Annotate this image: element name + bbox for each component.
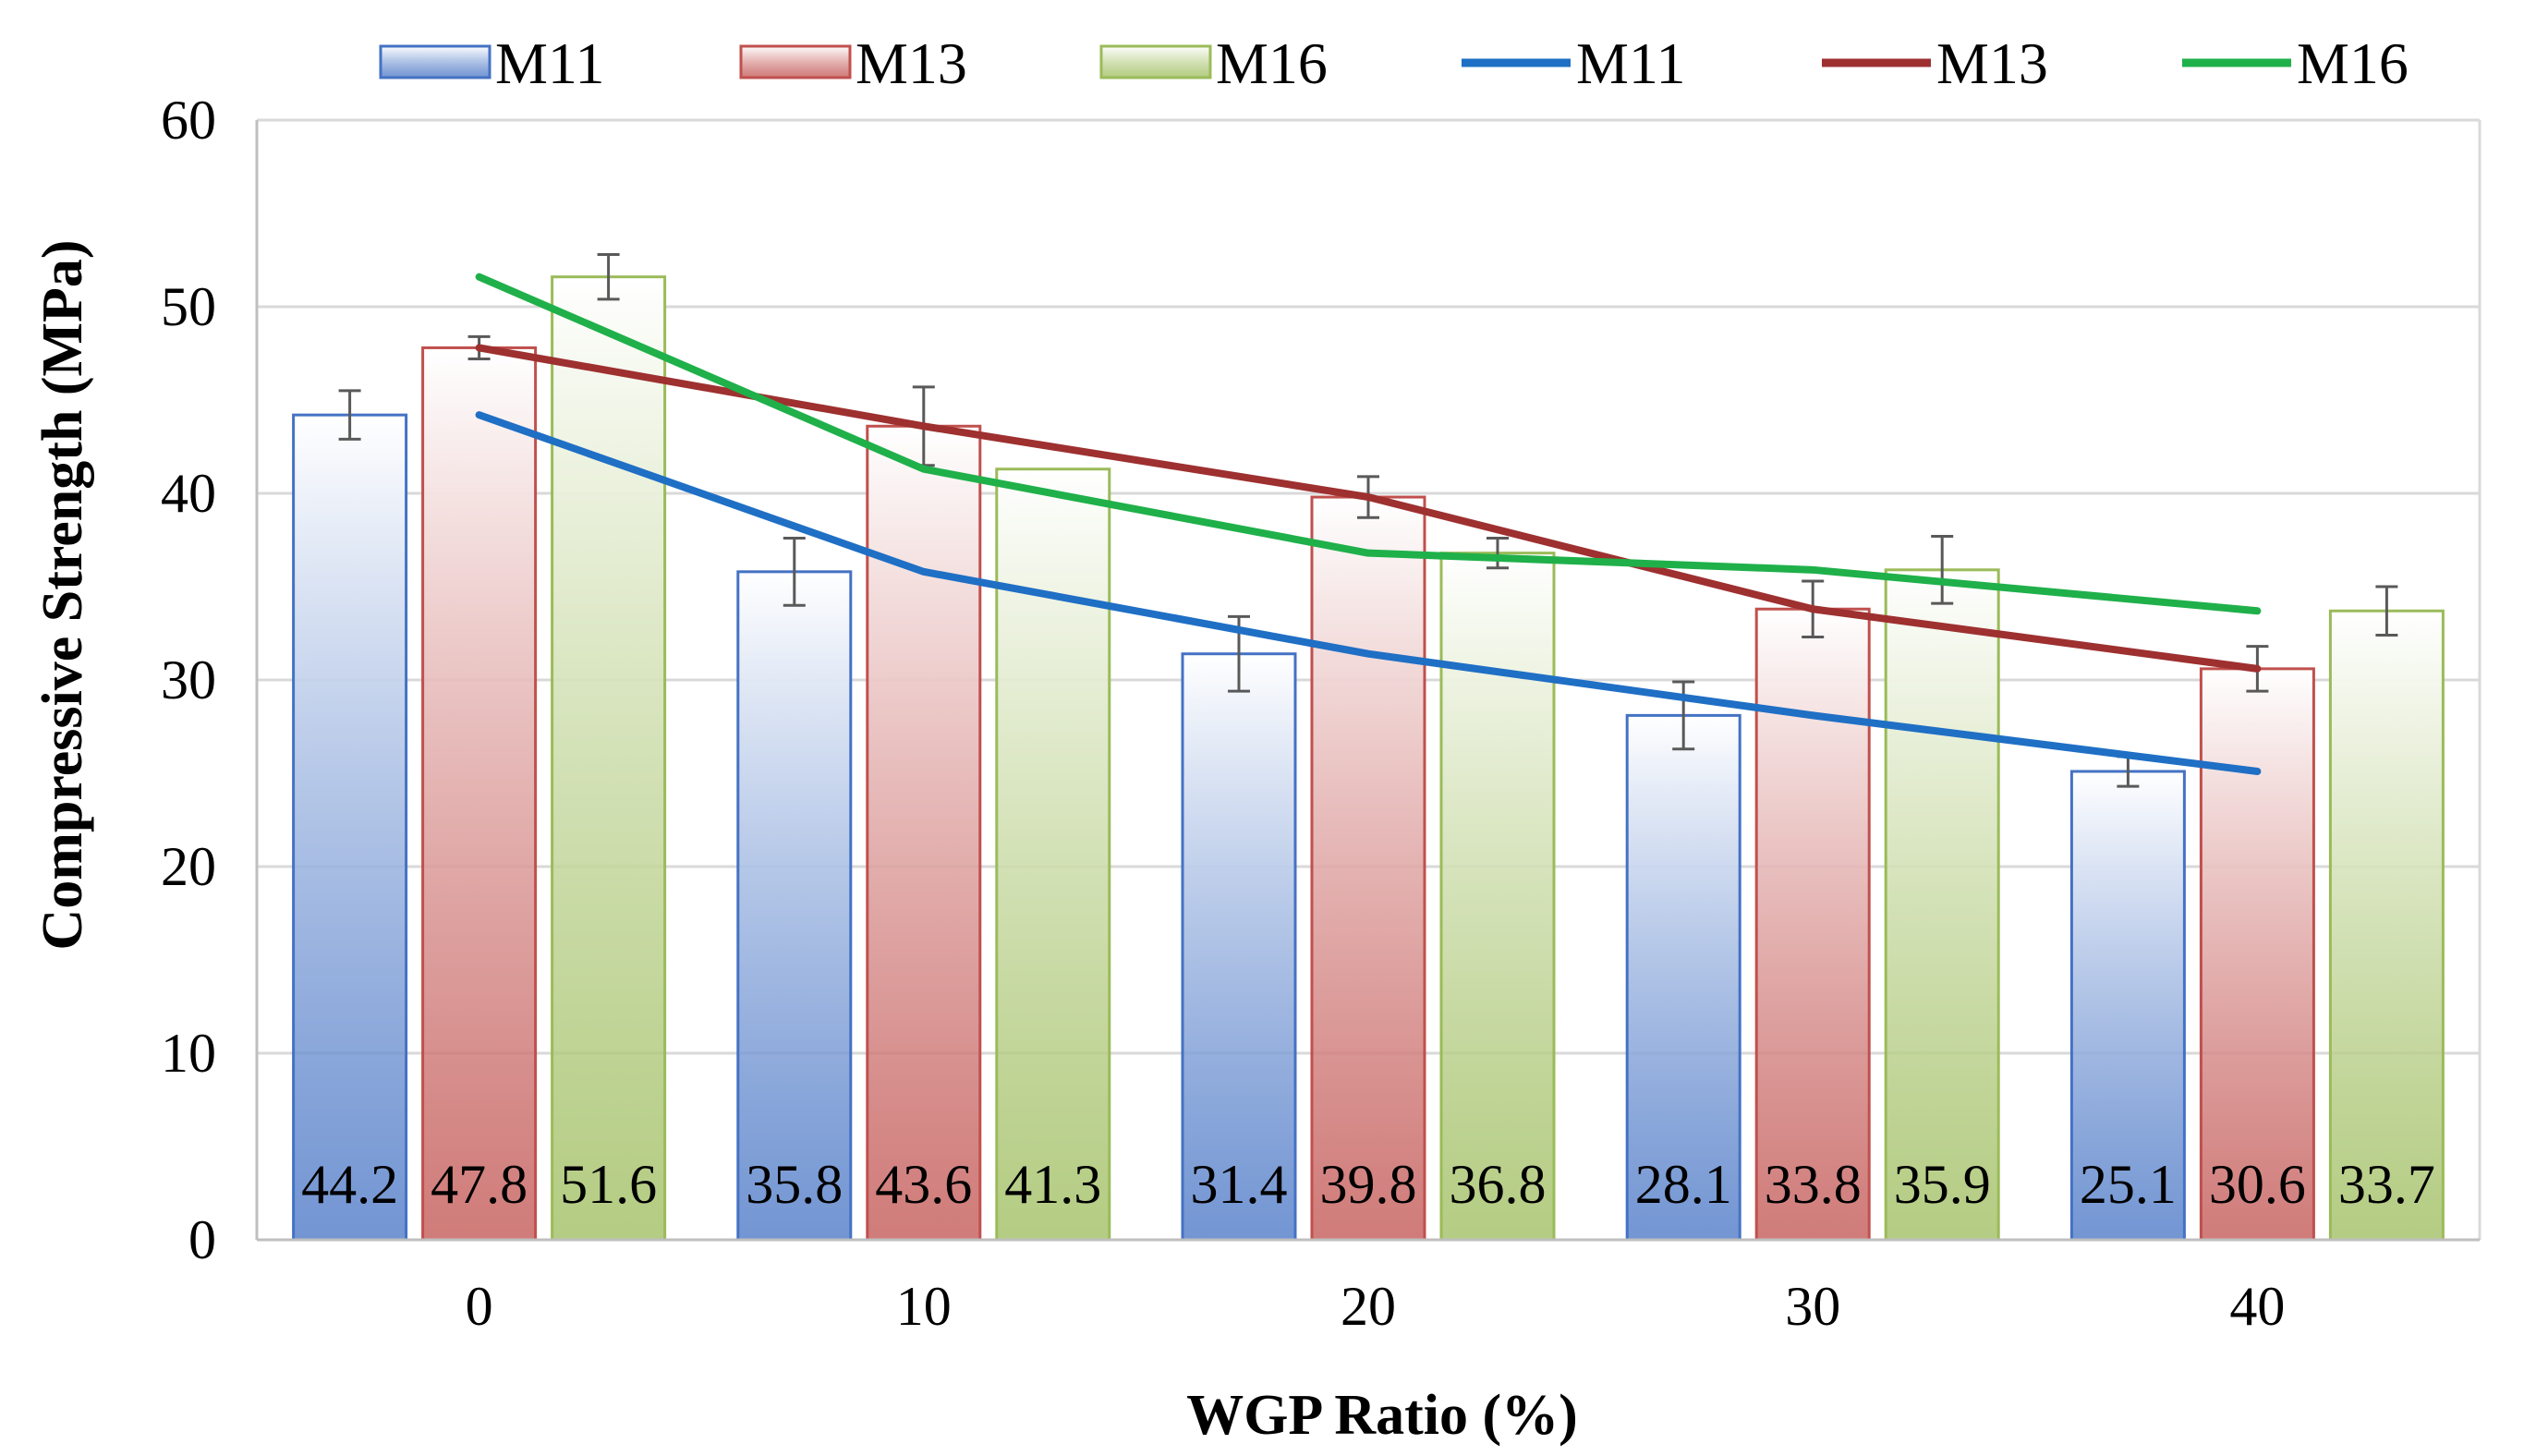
error-bar [1486,536,1509,570]
bar-m13-20 [1310,495,1426,1242]
bars-layer [292,275,2445,1242]
y-tick-label: 60 [161,90,216,151]
legend-label: M16 [2297,30,2409,96]
error-bar [338,389,361,441]
error-bar [783,536,806,607]
axes-layer: 0 10 20 30 40 50 60 0 10 20 30 40 [161,90,2480,1337]
bar-m11-40 [2069,770,2186,1242]
x-axis-title: WGP Ratio (%) [1186,1384,1578,1447]
data-label: 31.4 [1191,1154,1288,1215]
legend-swatch [739,44,852,79]
data-label: 33.8 [1765,1154,1862,1215]
legend-label: M11 [495,30,605,96]
bar-m13-10 [866,424,982,1242]
error-bar [1931,534,1954,605]
y-tick-label: 50 [161,276,216,337]
legend-item-bar-m11: M11 [379,30,605,96]
legend-label: M11 [1576,30,1686,96]
data-label: 36.8 [1450,1154,1547,1215]
bar-m11-10 [736,570,853,1242]
legend-item-line-m11: M11 [1462,30,1686,96]
data-label: 43.6 [875,1154,972,1215]
trend-lines-layer [475,273,2262,775]
data-label: 41.3 [1004,1154,1101,1215]
data-label: 35.8 [746,1154,843,1215]
x-tick-label: 20 [1341,1276,1396,1337]
bar-m16-30 [1884,568,2000,1242]
legend-swatch [379,44,491,79]
data-label: 25.1 [2080,1154,2177,1215]
error-bar [1672,680,1695,751]
x-tick-label: 30 [1785,1276,1840,1337]
y-tick-label: 40 [161,463,216,524]
legend-item-bar-m13: M13 [739,30,967,96]
bar-m16-20 [1439,552,1556,1242]
legend-label: M16 [1216,30,1328,96]
y-axis-title: Compressive Strength (MPa) [31,239,94,950]
data-label: 33.7 [2338,1154,2435,1215]
bar-m13-0 [421,346,538,1242]
legend-label: M13 [1936,30,2048,96]
error-bar [2375,585,2398,637]
bar-m13-30 [1754,607,1871,1242]
data-label: 39.8 [1320,1154,1417,1215]
data-label: 47.8 [431,1154,528,1215]
trend-line-m11 [475,411,2262,775]
data-label: 30.6 [2209,1154,2306,1215]
legend-item-line-m13: M13 [1822,30,2048,96]
data-label: 35.9 [1894,1154,1991,1215]
bar-m11-0 [292,413,408,1242]
trend-line-m13 [475,344,2262,673]
legend-swatch [1099,44,1212,79]
bar-m11-20 [1181,652,1297,1242]
x-tick-label: 0 [466,1276,493,1337]
legend-item-bar-m16: M16 [1099,30,1328,96]
legend-label: M13 [855,30,967,96]
bar-m16-40 [2328,609,2445,1242]
bar-m16-0 [551,275,667,1242]
y-tick-label: 0 [188,1209,216,1270]
trend-line-m16 [475,273,2262,615]
y-tick-label: 20 [161,836,216,897]
x-tick-label: 10 [896,1276,952,1337]
x-tick-label: 40 [2229,1276,2285,1337]
data-labels-layer: 44.2 35.8 31.4 28.1 25.1 47.8 43.6 39.8 33.8 30.6… [301,1154,2435,1215]
y-tick-label: 10 [161,1023,216,1084]
data-label: 51.6 [560,1154,657,1215]
y-tick-label: 30 [161,649,216,710]
data-label: 44.2 [301,1154,398,1215]
legend-item-line-m16: M16 [2182,30,2409,96]
legend: M11 M13 M16 M11 M13 M16 [379,30,2409,96]
error-bar [597,252,620,301]
data-label: 28.1 [1635,1154,1732,1215]
